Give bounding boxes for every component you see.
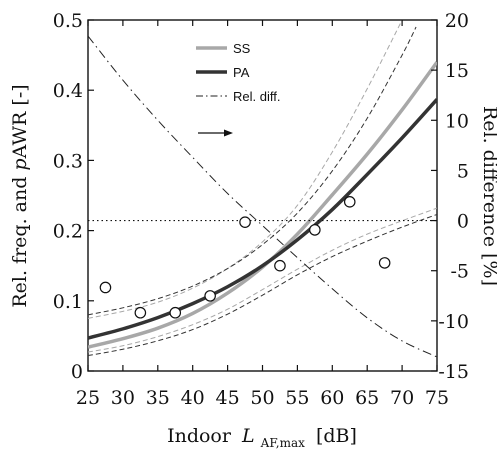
series-ss-95-band-upper	[88, 20, 403, 319]
x-tick-label: 75	[425, 387, 449, 409]
series-pa	[88, 98, 437, 340]
series-pa-95-band-lower	[88, 213, 437, 357]
y-left-tick-label: 0	[71, 361, 83, 383]
legend-label-ss: SS	[233, 41, 251, 56]
y-axis-label-left-italic: p	[9, 158, 31, 170]
x-tick-label: 50	[250, 387, 274, 409]
data-point	[274, 259, 286, 272]
data-point	[99, 281, 112, 294]
legend-label-rel-diff: Rel. diff.	[233, 89, 280, 104]
x-axis-label-unit: [dB]	[316, 425, 357, 447]
y-left-tick-label: 0.2	[53, 221, 83, 243]
y-right-tick-label: 15	[445, 60, 469, 82]
data-point	[309, 224, 321, 236]
arrow-head	[224, 129, 233, 137]
x-tick-label: 45	[216, 387, 240, 409]
x-axis-label-symbol: L	[241, 425, 255, 447]
series-ss	[88, 61, 437, 349]
x-tick-label: 35	[146, 387, 170, 409]
y-right-tick-label: -15	[438, 361, 469, 383]
x-tick-label: 60	[320, 387, 344, 409]
data-point	[169, 306, 182, 319]
y-left-tick-label: 0.5	[53, 10, 83, 32]
data-point	[134, 306, 147, 319]
x-tick-label: 25	[76, 387, 100, 409]
x-tick-label: 40	[181, 387, 205, 409]
series-layer	[88, 20, 437, 358]
y-left-tick-label: 0.4	[53, 80, 83, 102]
x-tick-label: 70	[390, 387, 414, 409]
x-tick-label: 30	[111, 387, 135, 409]
data-point	[378, 257, 391, 269]
right-axis-arrow	[198, 129, 233, 137]
series-rel-diff	[88, 35, 437, 358]
legend-label-pa: PA	[233, 65, 250, 80]
x-axis-label: Indoor L AF,max [dB]	[167, 425, 357, 451]
y-axis-label-left-part1: Rel. freq. and	[9, 171, 31, 308]
y-right-tick-label: 10	[445, 110, 469, 132]
x-axis-label-subscript: AF,max	[260, 436, 305, 450]
data-point	[204, 290, 216, 302]
y-axis-label-left-part2: AWR [-]	[9, 84, 31, 159]
series-ss-95-band-lower	[88, 207, 437, 353]
points-layer	[99, 196, 391, 319]
ticks-layer: 25 30 35 40 45 50 55 60 65 70 7500.10.20.30.40.5-1…	[53, 10, 469, 409]
y-left-tick-label: 0.1	[53, 291, 83, 313]
x-tick-label: 65	[355, 387, 379, 409]
y-axis-label-left: Rel. freq. and pAWR [-]	[9, 84, 31, 307]
data-point	[343, 196, 356, 208]
y-axis-label-right: Rel. difference [%]	[479, 106, 497, 286]
legend: SS PA Rel. diff.	[196, 41, 280, 104]
x-tick-label: 55	[285, 387, 309, 409]
y-right-tick-label: 5	[457, 160, 469, 182]
data-point	[239, 216, 251, 228]
y-right-tick-label: -10	[438, 311, 469, 333]
x-axis-label-text: Indoor	[167, 425, 232, 447]
y-right-tick-label: 20	[445, 10, 469, 32]
y-left-tick-label: 0.3	[53, 150, 83, 172]
y-right-tick-label: -5	[450, 261, 469, 283]
y-right-tick-label: 0	[457, 211, 469, 233]
